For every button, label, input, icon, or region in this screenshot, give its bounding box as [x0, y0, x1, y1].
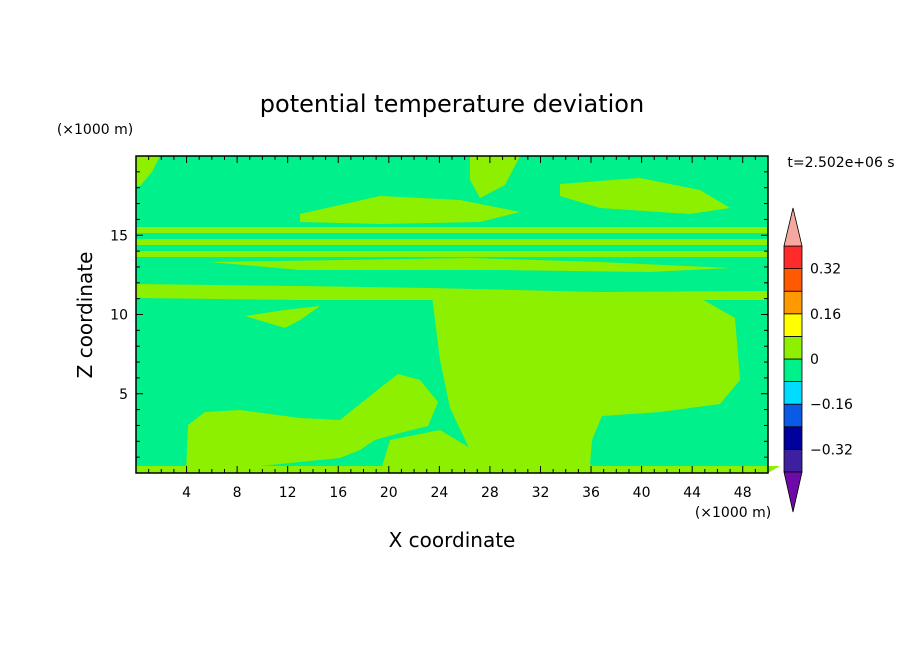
colorbar-segment	[783, 335, 803, 360]
x-tick-label: 40	[633, 485, 651, 501]
colorbar-segment	[783, 381, 803, 405]
colorbar-segment	[783, 448, 803, 473]
y-tick-label: 10	[110, 308, 128, 324]
contour-patch	[300, 196, 520, 224]
contour-patch	[136, 156, 160, 186]
colorbar-segment	[783, 268, 803, 292]
colorbar-tick-label: −0.32	[810, 442, 853, 458]
x-tick-label: 28	[481, 485, 499, 501]
plot-area	[135, 155, 780, 474]
colorbar-segment	[783, 358, 803, 383]
x-tick-label: 36	[582, 485, 600, 501]
x-axis: 4 8 12 16 20 24 28 32 36 40 44 48	[148, 156, 756, 501]
contour-patch	[245, 306, 320, 328]
contour-patch	[136, 239, 768, 245]
x-tick-label: 44	[683, 485, 701, 501]
y-tick-label: 5	[119, 387, 128, 403]
contour-patch	[432, 294, 740, 473]
x-tick-label: 24	[430, 485, 448, 501]
x-axis-label: X coordinate	[389, 528, 516, 552]
x-tick-label: 8	[233, 485, 242, 501]
y-tick-label: 15	[110, 228, 128, 244]
contour-patch	[380, 430, 480, 473]
colorbar-over-arrow	[783, 207, 803, 247]
contour-patch	[470, 156, 520, 198]
contour-patch	[186, 374, 438, 473]
colorbar-tick-label: 0.32	[810, 262, 841, 278]
x-tick-label: 4	[182, 485, 191, 501]
colorbar-segment	[783, 313, 803, 337]
time-label: t=2.502e+06 s	[787, 155, 894, 171]
x-tick-label: 16	[329, 485, 347, 501]
y-axis-label: Z coordinate	[73, 252, 97, 379]
colorbar: 0.32 0.16 0 −0.16 −0.32	[783, 207, 853, 513]
contour-patch	[560, 178, 730, 214]
colorbar-segment	[783, 426, 803, 450]
x-tick-label: 12	[279, 485, 297, 501]
contour-patches	[136, 156, 780, 473]
colorbar-tick-label: 0	[810, 352, 819, 368]
colorbar-under-arrow	[783, 471, 803, 513]
x-tick-label: 32	[532, 485, 550, 501]
colorbar-tick-label: −0.16	[810, 397, 853, 413]
x-tick-label: 48	[734, 485, 752, 501]
y-axis: 5 10 15	[110, 171, 768, 458]
colorbar-segment	[783, 245, 803, 270]
colorbar-tick-label: 0.16	[810, 307, 841, 323]
x-tick-label: 20	[380, 485, 398, 501]
y-unit-label: (×1000 m)	[57, 122, 133, 138]
colorbar-segment	[783, 403, 803, 428]
chart-title: potential temperature deviation	[260, 90, 644, 118]
contour-patch	[210, 258, 730, 272]
contour-patch	[136, 466, 780, 473]
contour-patch	[136, 251, 768, 257]
contour-patch	[136, 227, 768, 233]
x-unit-label: (×1000 m)	[695, 505, 771, 521]
colorbar-segment	[783, 290, 803, 315]
